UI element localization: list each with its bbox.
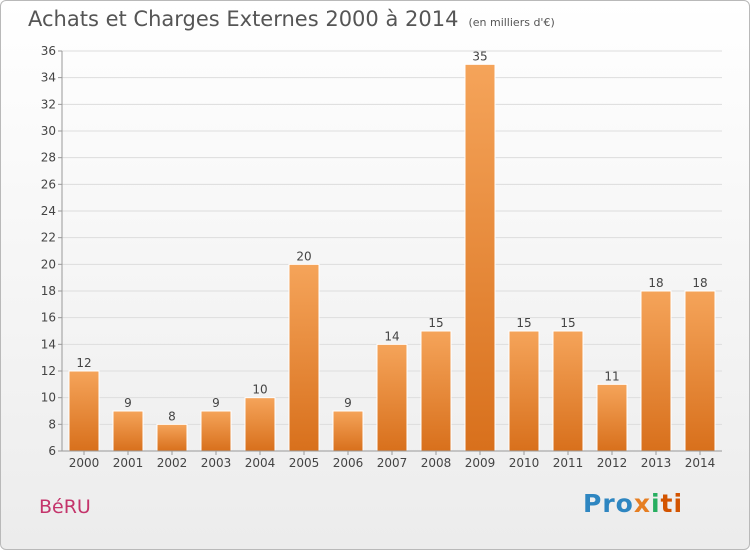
y-tick-label: 30	[41, 124, 56, 138]
data-label: 18	[648, 276, 663, 290]
axes: 6 8 10 12 14 16 18 20 22 24 26 28 30 32 34 36 2000 2001 20…	[41, 44, 722, 470]
x-tick-label: 2003	[201, 456, 232, 470]
x-tick-label: 2004	[245, 456, 276, 470]
chart-title: Achats et Charges Externes 2000 à 2014	[28, 7, 459, 31]
data-labels: 12 9 8 9 10 20 9 14 15 35 15 15 11 18 18	[76, 49, 707, 423]
logo-part: i	[650, 489, 661, 518]
bar	[68, 370, 100, 452]
y-tick-label: 24	[41, 204, 56, 218]
data-label: 15	[560, 316, 575, 330]
y-tick-label: 8	[48, 417, 56, 431]
data-label: 8	[168, 409, 176, 423]
bar	[464, 63, 496, 452]
logo-part: ti	[660, 489, 684, 518]
logo-part: x	[633, 489, 651, 518]
y-tick-label: 20	[41, 257, 56, 271]
y-tick-label: 26	[41, 177, 56, 191]
y-tick-label: 28	[41, 151, 56, 165]
x-tick-label: 2013	[641, 456, 672, 470]
y-tick-label: 36	[41, 44, 56, 58]
bar	[288, 263, 320, 452]
x-tick-label: 2005	[289, 456, 320, 470]
bar	[508, 330, 540, 452]
chart-subtitle: (en milliers d'€)	[468, 16, 555, 29]
x-tick-label: 2014	[685, 456, 716, 470]
x-tick-label: 2010	[509, 456, 540, 470]
commune-name: BéRU	[39, 496, 91, 518]
bar	[244, 397, 276, 452]
bar	[200, 410, 232, 452]
data-label: 15	[428, 316, 443, 330]
data-label: 18	[692, 276, 707, 290]
data-label: 11	[604, 369, 619, 383]
y-tick-label: 10	[41, 391, 56, 405]
data-label: 15	[516, 316, 531, 330]
bar	[684, 290, 716, 452]
y-tick-label: 6	[48, 444, 56, 458]
data-label: 9	[212, 396, 220, 410]
bar	[332, 410, 364, 452]
bar	[552, 330, 584, 452]
y-tick-label: 14	[41, 337, 56, 351]
data-label: 10	[252, 383, 267, 397]
y-tick-label: 18	[41, 284, 56, 298]
x-tick-label: 2009	[465, 456, 496, 470]
title-block: Achats et Charges Externes 2000 à 2014 (e…	[28, 7, 555, 31]
y-tick-label: 12	[41, 364, 56, 378]
data-label: 14	[384, 329, 399, 343]
x-tick-label: 2012	[597, 456, 628, 470]
bar	[420, 330, 452, 452]
bar	[112, 410, 144, 452]
x-tick-label: 2011	[553, 456, 584, 470]
x-tick-label: 2007	[377, 456, 408, 470]
bars	[68, 63, 716, 452]
data-label: 35	[472, 49, 487, 63]
bar	[640, 290, 672, 452]
x-tick-label: 2006	[333, 456, 364, 470]
y-tick-label: 16	[41, 311, 56, 325]
data-label: 20	[296, 249, 311, 263]
y-tick-label: 34	[41, 71, 56, 85]
x-tick-label: 2002	[157, 456, 188, 470]
logo-part: Pro	[583, 489, 634, 518]
data-label: 9	[344, 396, 352, 410]
bar	[156, 423, 188, 452]
proxiti-logo[interactable]: Proxiti	[583, 489, 683, 518]
x-tick-label: 2008	[421, 456, 452, 470]
y-tick-label: 22	[41, 231, 56, 245]
y-tick-label: 32	[41, 97, 56, 111]
data-label: 9	[124, 396, 132, 410]
bar	[376, 343, 408, 452]
x-tick-label: 2001	[113, 456, 144, 470]
data-label: 12	[76, 356, 91, 370]
bar	[596, 383, 628, 452]
x-tick-label: 2000	[69, 456, 100, 470]
